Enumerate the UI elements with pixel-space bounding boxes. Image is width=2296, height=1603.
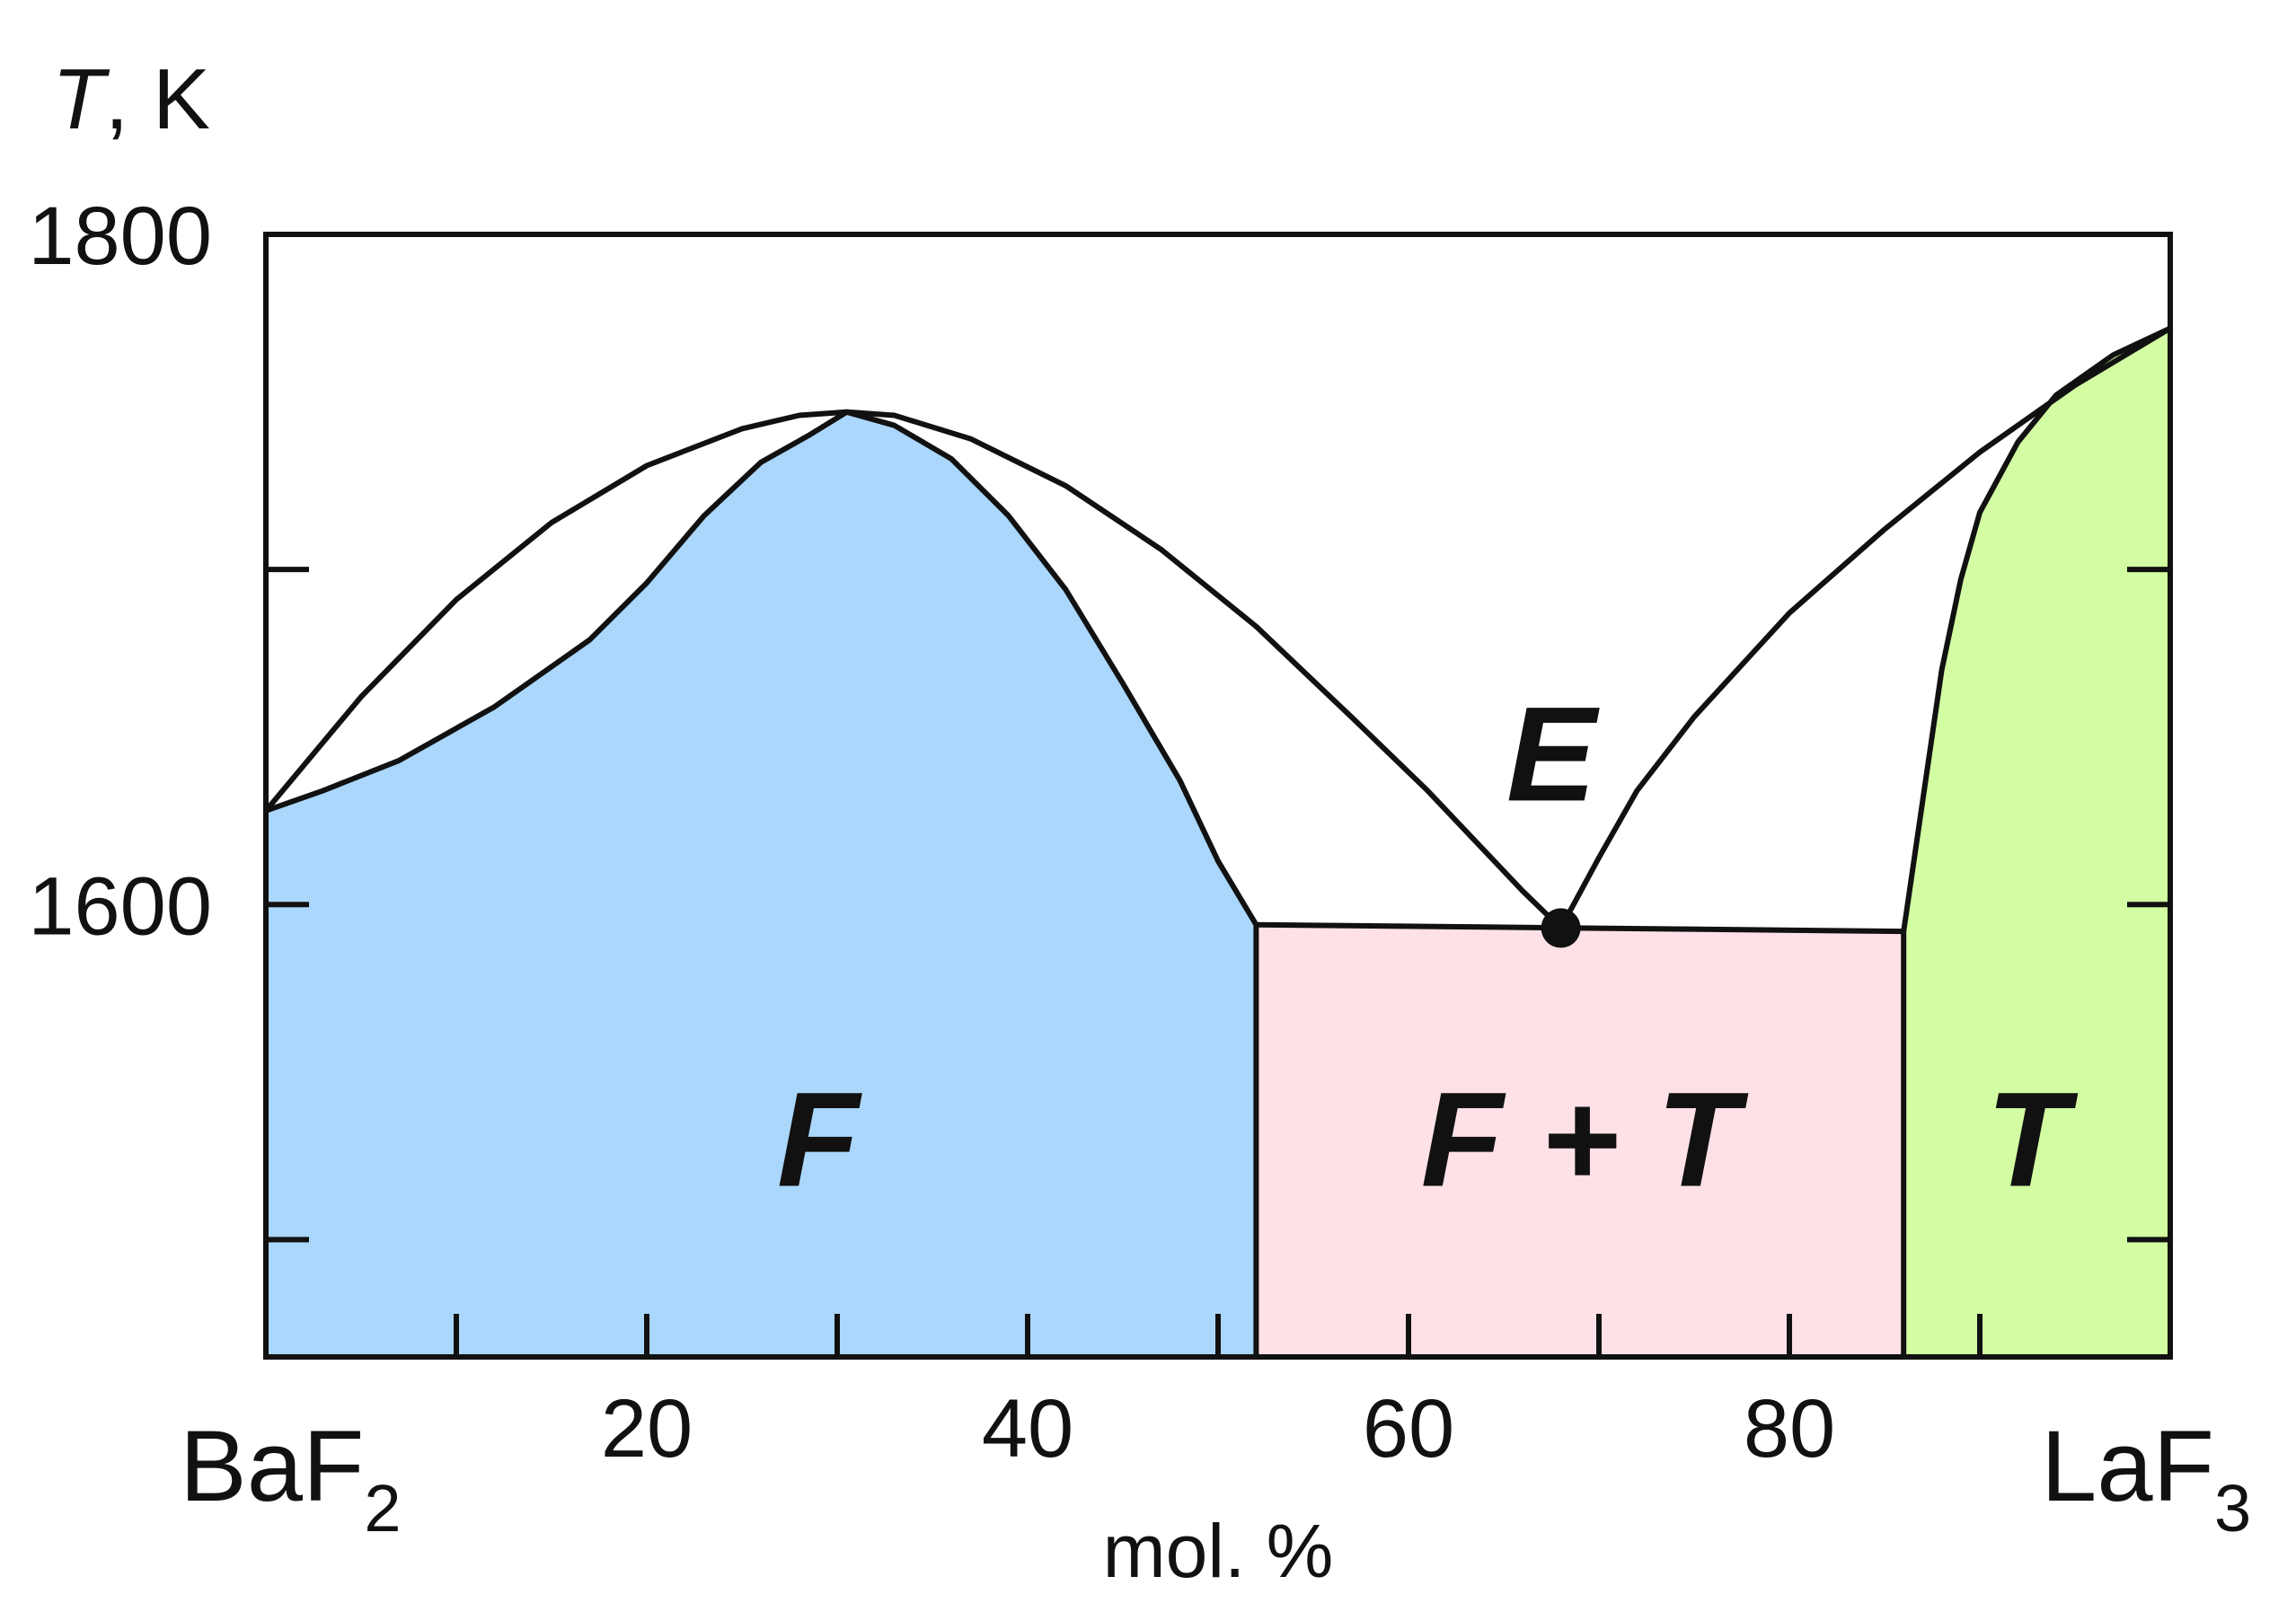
axis-tick-labels: 20 40 60 80 1600 1800: [28, 190, 1835, 1475]
right-component-base: LaF: [2041, 1410, 2214, 1522]
phase-boundaries: [263, 325, 2172, 1357]
region-label-f: F: [777, 1063, 862, 1214]
y-axis-label: T, K: [52, 51, 210, 147]
left-component-label: BaF2: [180, 1410, 402, 1546]
region-labels: F F + T T E: [777, 678, 2079, 1214]
x-tick-label: 60: [1363, 1383, 1454, 1475]
x-axis-label: mol. %: [1103, 1509, 1334, 1593]
left-component-subscript: 2: [364, 1471, 401, 1546]
phase-regions: [266, 328, 2170, 1357]
region-label-e: E: [1506, 678, 1600, 829]
solidus-f-curve: [265, 409, 1258, 927]
y-tick-label: 1800: [28, 190, 212, 282]
x-tick-label: 40: [982, 1383, 1073, 1475]
eutectic-point: [1541, 908, 1581, 948]
solidus-t-curve: [1901, 325, 2172, 932]
right-component-subscript: 3: [2214, 1471, 2251, 1546]
special-points: [1541, 908, 1581, 948]
region-t-fill: [1903, 328, 2170, 1357]
x-tick-label: 80: [1744, 1383, 1835, 1475]
x-tick-label: 20: [601, 1383, 693, 1475]
right-component-label: LaF3: [2041, 1410, 2251, 1546]
region-label-t: T: [1986, 1063, 2079, 1214]
y-tick-label: 1600: [28, 860, 212, 952]
axis-ticks: [266, 232, 2170, 1357]
y-axis-label-symbol: T: [52, 51, 110, 147]
region-label-ft: F + T: [1421, 1063, 1750, 1214]
liquidus-left-curve: [263, 409, 1563, 930]
region-f-fill: [266, 411, 1257, 1357]
y-axis-label-unit: , K: [105, 51, 210, 147]
region-ft-fill: [1256, 924, 1904, 1357]
left-component-base: BaF: [180, 1410, 364, 1522]
